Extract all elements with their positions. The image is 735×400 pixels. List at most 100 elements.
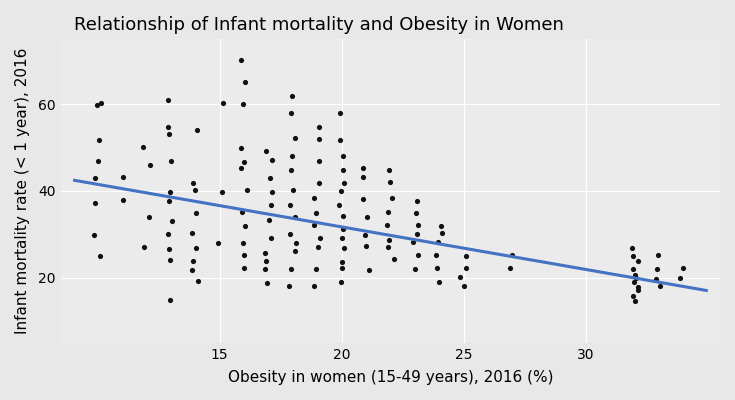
Point xyxy=(241,187,253,193)
Text: Relationship of Infant mortality and Obesity in Women: Relationship of Infant mortality and Obe… xyxy=(74,16,563,34)
Point xyxy=(138,244,150,250)
Point xyxy=(236,209,248,216)
Point xyxy=(266,156,278,163)
Point xyxy=(164,257,176,264)
Point xyxy=(237,101,249,107)
Point xyxy=(334,110,346,116)
Point xyxy=(144,162,156,168)
Point xyxy=(652,252,664,258)
Point xyxy=(290,239,302,246)
Point xyxy=(190,245,202,252)
Point xyxy=(412,222,423,228)
Point xyxy=(235,57,247,63)
Point xyxy=(283,283,295,290)
Point xyxy=(95,100,107,106)
Point xyxy=(337,166,348,173)
Point xyxy=(162,96,174,103)
Point xyxy=(238,158,250,165)
Point xyxy=(337,244,349,251)
Point xyxy=(629,271,641,278)
Point xyxy=(674,275,686,282)
Point xyxy=(163,130,175,137)
Point xyxy=(336,258,348,265)
Point xyxy=(190,187,201,194)
Point xyxy=(187,180,198,186)
Point xyxy=(89,200,101,206)
Point xyxy=(313,158,325,164)
Point xyxy=(238,265,250,271)
Point xyxy=(432,239,444,245)
Point xyxy=(626,244,638,251)
Point xyxy=(436,223,448,229)
Point xyxy=(238,252,250,259)
Point xyxy=(286,93,298,100)
Point xyxy=(118,197,129,204)
Point xyxy=(628,279,639,285)
Point xyxy=(165,218,177,224)
Point xyxy=(117,174,129,180)
Point xyxy=(88,232,100,238)
Point xyxy=(654,283,666,290)
Point xyxy=(333,202,345,208)
Point xyxy=(383,236,395,243)
Point xyxy=(357,174,369,180)
Point xyxy=(336,234,348,241)
Point xyxy=(234,165,246,171)
Point xyxy=(216,188,228,195)
Point xyxy=(285,167,297,173)
Point xyxy=(431,252,442,258)
Point xyxy=(382,209,394,215)
Point xyxy=(285,110,297,116)
Point xyxy=(628,298,640,304)
Point xyxy=(260,148,272,154)
Point xyxy=(387,195,398,202)
Point xyxy=(137,144,148,150)
Point xyxy=(382,244,394,250)
Point xyxy=(162,231,174,237)
Point xyxy=(314,124,326,130)
Point xyxy=(406,239,418,246)
Point xyxy=(162,124,174,130)
Point xyxy=(433,279,445,285)
Point xyxy=(458,283,470,289)
Point xyxy=(265,174,276,181)
Point xyxy=(335,279,347,286)
Point xyxy=(259,265,271,272)
Point xyxy=(632,258,644,265)
Point xyxy=(412,252,423,259)
Point xyxy=(235,145,247,151)
Point xyxy=(650,276,662,282)
Point xyxy=(265,189,277,195)
Point xyxy=(356,165,368,171)
Point xyxy=(387,256,399,262)
Point xyxy=(265,202,277,208)
Point xyxy=(313,180,325,186)
Point xyxy=(360,243,372,250)
Point xyxy=(460,265,472,272)
Point xyxy=(310,210,322,216)
Point xyxy=(506,252,517,258)
Point xyxy=(359,232,370,238)
Point xyxy=(437,230,448,237)
Point xyxy=(678,265,689,272)
Point xyxy=(409,266,421,272)
Point xyxy=(286,152,298,159)
Point xyxy=(381,222,393,229)
Point xyxy=(186,267,198,273)
Point xyxy=(356,196,368,202)
Point xyxy=(411,230,423,237)
Point xyxy=(337,152,349,159)
Point xyxy=(284,202,296,208)
Point xyxy=(361,214,373,221)
Point xyxy=(163,198,175,204)
Point xyxy=(335,187,347,194)
Point xyxy=(239,223,251,229)
Point xyxy=(93,136,105,143)
Y-axis label: Infant mortality rate (< 1 year), 2016: Infant mortality rate (< 1 year), 2016 xyxy=(15,48,30,334)
Point xyxy=(93,158,104,165)
Point xyxy=(627,293,639,300)
Point xyxy=(337,226,349,232)
Point xyxy=(628,253,639,260)
Point xyxy=(265,235,277,242)
Point xyxy=(217,100,229,106)
